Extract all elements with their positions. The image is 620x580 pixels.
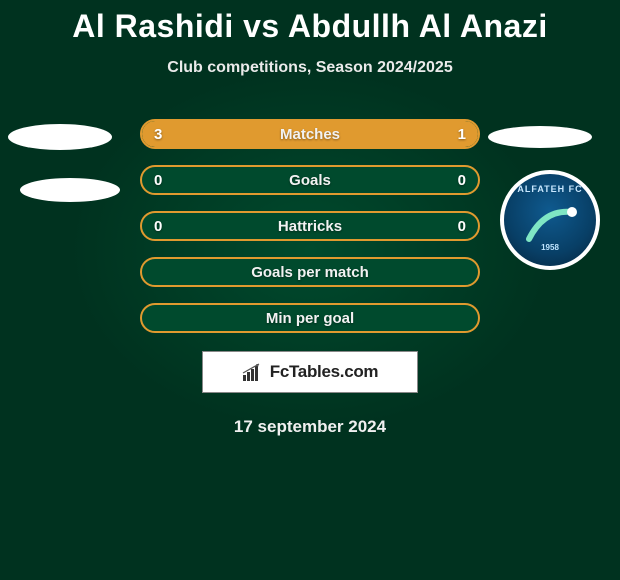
left-player-placeholder-1	[8, 124, 112, 150]
stat-row: Hattricks0 0	[140, 211, 480, 241]
page-title: Al Rashidi vs Abdullh Al Anazi	[0, 0, 620, 45]
stat-value-left: 3	[154, 121, 162, 147]
stat-label: Goals per match	[142, 259, 478, 285]
stat-value-right: 0	[458, 167, 466, 193]
stat-row: Goals per match	[140, 257, 480, 287]
comparison-card: Al Rashidi vs Abdullh Al Anazi Club comp…	[0, 0, 620, 580]
stat-label: Min per goal	[142, 305, 478, 331]
right-player-placeholder	[488, 126, 592, 148]
site-logo[interactable]: FcTables.com	[202, 351, 418, 393]
stat-label: Matches	[142, 121, 478, 147]
club-badge-label: ALFATEH FC	[504, 184, 596, 194]
stat-row: Min per goal	[140, 303, 480, 333]
stat-label: Hattricks	[142, 213, 478, 239]
club-badge-year: 1958	[504, 243, 596, 252]
stat-value-right: 0	[458, 213, 466, 239]
date-label: 17 september 2024	[0, 417, 620, 437]
stat-value-left: 0	[154, 167, 162, 193]
stat-label: Goals	[142, 167, 478, 193]
stat-row: Goals0 0	[140, 165, 480, 195]
club-badge-swoosh-icon	[524, 204, 579, 244]
club-badge-circle: ALFATEH FC 1958	[500, 170, 600, 270]
left-player-placeholder-2	[20, 178, 120, 202]
bar-chart-icon	[242, 363, 264, 381]
stat-row: Matches3 1	[140, 119, 480, 149]
club-badge: ALFATEH FC 1958	[500, 170, 600, 270]
subtitle: Club competitions, Season 2024/2025	[0, 59, 620, 77]
stat-value-left: 0	[154, 213, 162, 239]
site-logo-text: FcTables.com	[270, 362, 379, 382]
stat-value-right: 1	[458, 121, 466, 147]
